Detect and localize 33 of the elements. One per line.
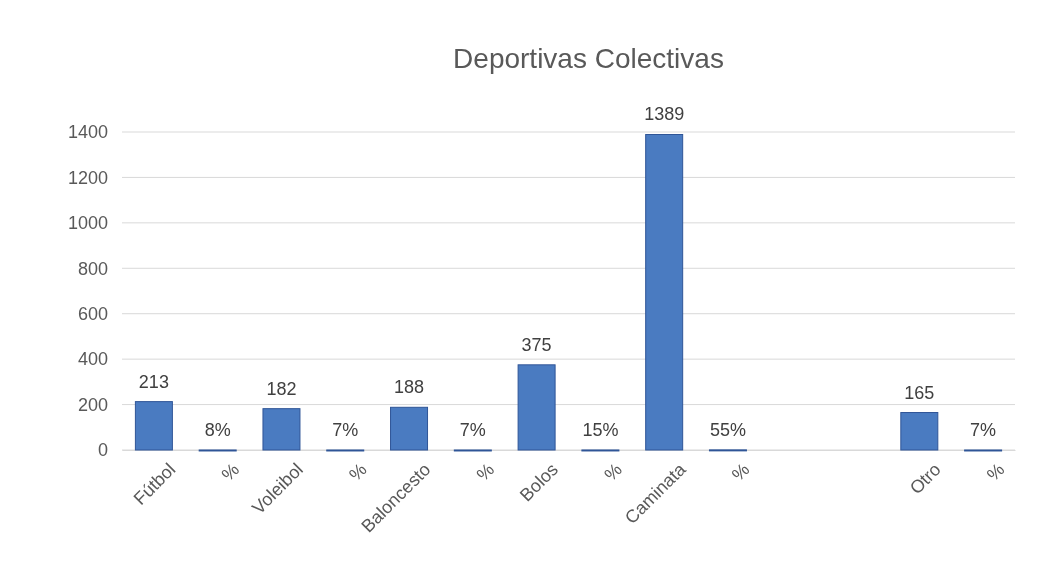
data-label: 7% bbox=[332, 419, 359, 440]
chart-title: Deportivas Colectivas bbox=[453, 43, 724, 74]
y-tick-label: 400 bbox=[77, 349, 108, 370]
y-tick-label: 600 bbox=[77, 303, 108, 324]
data-label: 375 bbox=[521, 334, 552, 355]
bar bbox=[134, 401, 173, 451]
x-tick-label: % bbox=[727, 459, 754, 485]
data-label: 182 bbox=[266, 378, 297, 399]
data-label: 188 bbox=[394, 377, 425, 398]
x-tick-label: % bbox=[217, 459, 244, 485]
y-tick-label: 200 bbox=[77, 394, 108, 415]
bar bbox=[900, 412, 939, 451]
bar bbox=[517, 364, 556, 451]
x-tick-label: % bbox=[472, 459, 499, 485]
data-label: 15% bbox=[582, 419, 619, 440]
y-tick-label: 1200 bbox=[67, 167, 108, 188]
bar bbox=[645, 134, 684, 451]
bar bbox=[262, 408, 301, 451]
data-label: 8% bbox=[204, 419, 231, 440]
data-label: 55% bbox=[709, 419, 746, 440]
bar bbox=[390, 406, 429, 451]
y-tick-label: 1000 bbox=[67, 213, 108, 234]
x-tick-label: Otro bbox=[905, 459, 945, 499]
y-tick-label: 1400 bbox=[67, 122, 108, 143]
data-label: 1389 bbox=[644, 104, 685, 125]
y-tick-label: 0 bbox=[97, 440, 108, 461]
x-tick-label: % bbox=[983, 459, 1009, 485]
y-tick-label: 800 bbox=[77, 258, 108, 279]
data-label: 7% bbox=[459, 419, 486, 440]
data-label: 213 bbox=[138, 371, 169, 392]
data-label: 165 bbox=[904, 382, 935, 403]
data-label: 7% bbox=[970, 419, 997, 440]
x-tick-label: % bbox=[600, 459, 626, 485]
